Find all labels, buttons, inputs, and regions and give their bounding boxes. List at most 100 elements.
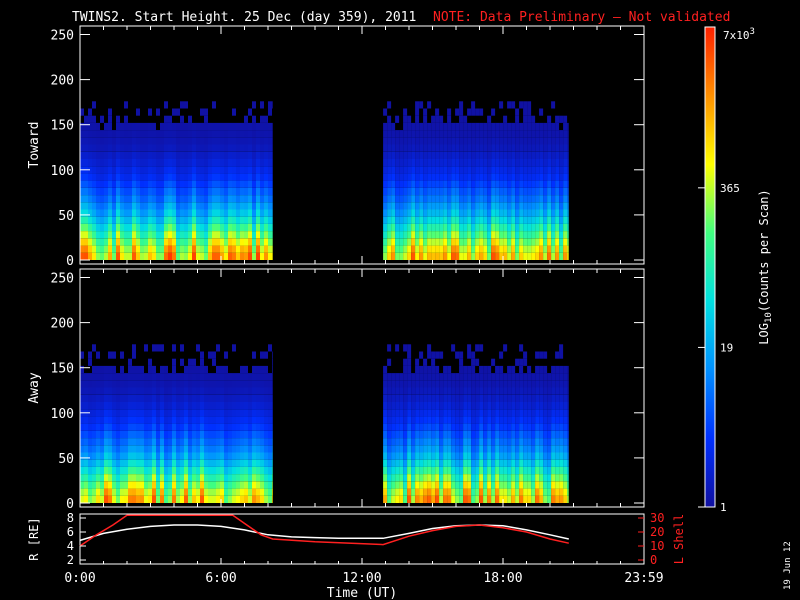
heatmap-cell — [200, 438, 204, 446]
heatmap-cell — [256, 466, 260, 475]
heatmap-cell — [531, 122, 536, 131]
heatmap-cell — [471, 231, 476, 239]
heatmap-cell — [435, 416, 440, 424]
heatmap-cell — [491, 380, 496, 388]
heatmap-cell — [244, 159, 248, 167]
heatmap-cell — [212, 216, 216, 224]
heatmap-cell — [431, 216, 436, 224]
heatmap-cell — [172, 474, 176, 482]
heatmap-cell — [268, 238, 272, 246]
heatmap-cell — [547, 452, 552, 460]
heatmap-cell — [144, 452, 148, 460]
heatmap-cell — [112, 488, 116, 496]
heatmap-cell — [503, 252, 508, 260]
heatmap-cell — [483, 202, 488, 210]
heatmap-cell — [491, 438, 496, 446]
heatmap-cell — [403, 373, 408, 381]
heatmap-cell — [248, 387, 252, 395]
heatmap-cell — [423, 438, 428, 446]
heatmap-cell — [132, 495, 136, 503]
heatmap-cell — [256, 365, 260, 374]
heatmap-cell — [216, 438, 220, 446]
heatmap-cell — [136, 365, 140, 374]
heatmap-cell — [435, 380, 440, 388]
heatmap-cell — [132, 245, 136, 253]
y-tick-label: 250 — [51, 272, 74, 287]
heatmap-cell — [116, 481, 120, 489]
heatmap-cell — [399, 202, 404, 210]
heatmap-cell — [248, 373, 252, 381]
heatmap-cell — [503, 387, 508, 395]
heatmap-cell — [236, 488, 240, 496]
heatmap-cell — [391, 252, 396, 260]
heatmap-cell — [531, 466, 536, 475]
heatmap-cell — [419, 245, 424, 253]
heatmap-cell — [551, 380, 556, 388]
heatmap-cell — [112, 474, 116, 482]
heatmap-cell — [531, 373, 536, 381]
heatmap-cell — [475, 488, 480, 496]
heatmap-cell — [459, 137, 464, 145]
heatmap-cell — [112, 202, 116, 210]
heatmap-cell — [80, 245, 84, 253]
heatmap-cell — [224, 481, 228, 489]
heatmap-cell — [491, 402, 496, 410]
heatmap-cell — [435, 216, 440, 224]
heatmap-cell — [415, 108, 420, 116]
heatmap-cell — [567, 209, 569, 217]
heatmap-cell — [391, 144, 396, 152]
heatmap-cell — [407, 122, 412, 131]
heatmap-cell — [487, 445, 492, 453]
heatmap-cell — [220, 409, 224, 417]
heatmap-cell — [511, 373, 516, 381]
heatmap-cell — [399, 166, 404, 174]
heatmap-cell — [531, 423, 536, 431]
heatmap-cell — [180, 416, 184, 424]
heatmap-cell — [539, 380, 544, 388]
heatmap-cell — [248, 216, 252, 224]
heatmap-cell — [256, 245, 260, 253]
heatmap-cell — [248, 137, 252, 145]
heatmap-cell — [132, 474, 136, 482]
heatmap-cell — [419, 402, 424, 410]
heatmap-cell — [156, 488, 160, 496]
heatmap-cell — [188, 438, 192, 446]
heatmap-cell — [483, 166, 488, 174]
heatmap-cell — [164, 445, 168, 453]
heatmap-cell — [539, 409, 544, 417]
heatmap-cell — [383, 173, 388, 181]
heatmap-cell — [515, 202, 520, 210]
heatmap-cell — [88, 245, 92, 253]
heatmap-cell — [459, 151, 464, 159]
heatmap-cell — [152, 387, 156, 395]
heatmap-cell — [563, 137, 568, 145]
heatmap-cell — [559, 351, 564, 359]
heatmap-cell — [204, 130, 208, 138]
heatmap-cell — [204, 223, 208, 232]
heatmap-cell — [104, 159, 108, 167]
heatmap-cell — [192, 173, 196, 181]
heatmap-cell — [507, 122, 512, 131]
heatmap-cell — [248, 180, 252, 188]
heatmap-cell — [112, 423, 116, 431]
heatmap-cell — [479, 373, 484, 381]
heatmap-cell — [415, 445, 420, 453]
heatmap-cell — [439, 373, 444, 381]
heatmap-cell — [567, 373, 569, 381]
heatmap-cell — [180, 187, 184, 195]
heatmap-cell — [423, 173, 428, 181]
heatmap-cell — [471, 122, 476, 131]
heatmap-cell — [443, 365, 448, 374]
heatmap-cell — [467, 238, 472, 246]
heatmap-cell — [539, 202, 544, 210]
heatmap-cell — [144, 481, 148, 489]
heatmap-cell — [463, 430, 468, 438]
heatmap-cell — [144, 373, 148, 381]
heatmap-cell — [104, 423, 108, 431]
heatmap-cell — [156, 373, 160, 381]
heatmap-cell — [156, 459, 160, 467]
heatmap-cell — [212, 452, 216, 460]
heatmap-cell — [491, 409, 496, 417]
